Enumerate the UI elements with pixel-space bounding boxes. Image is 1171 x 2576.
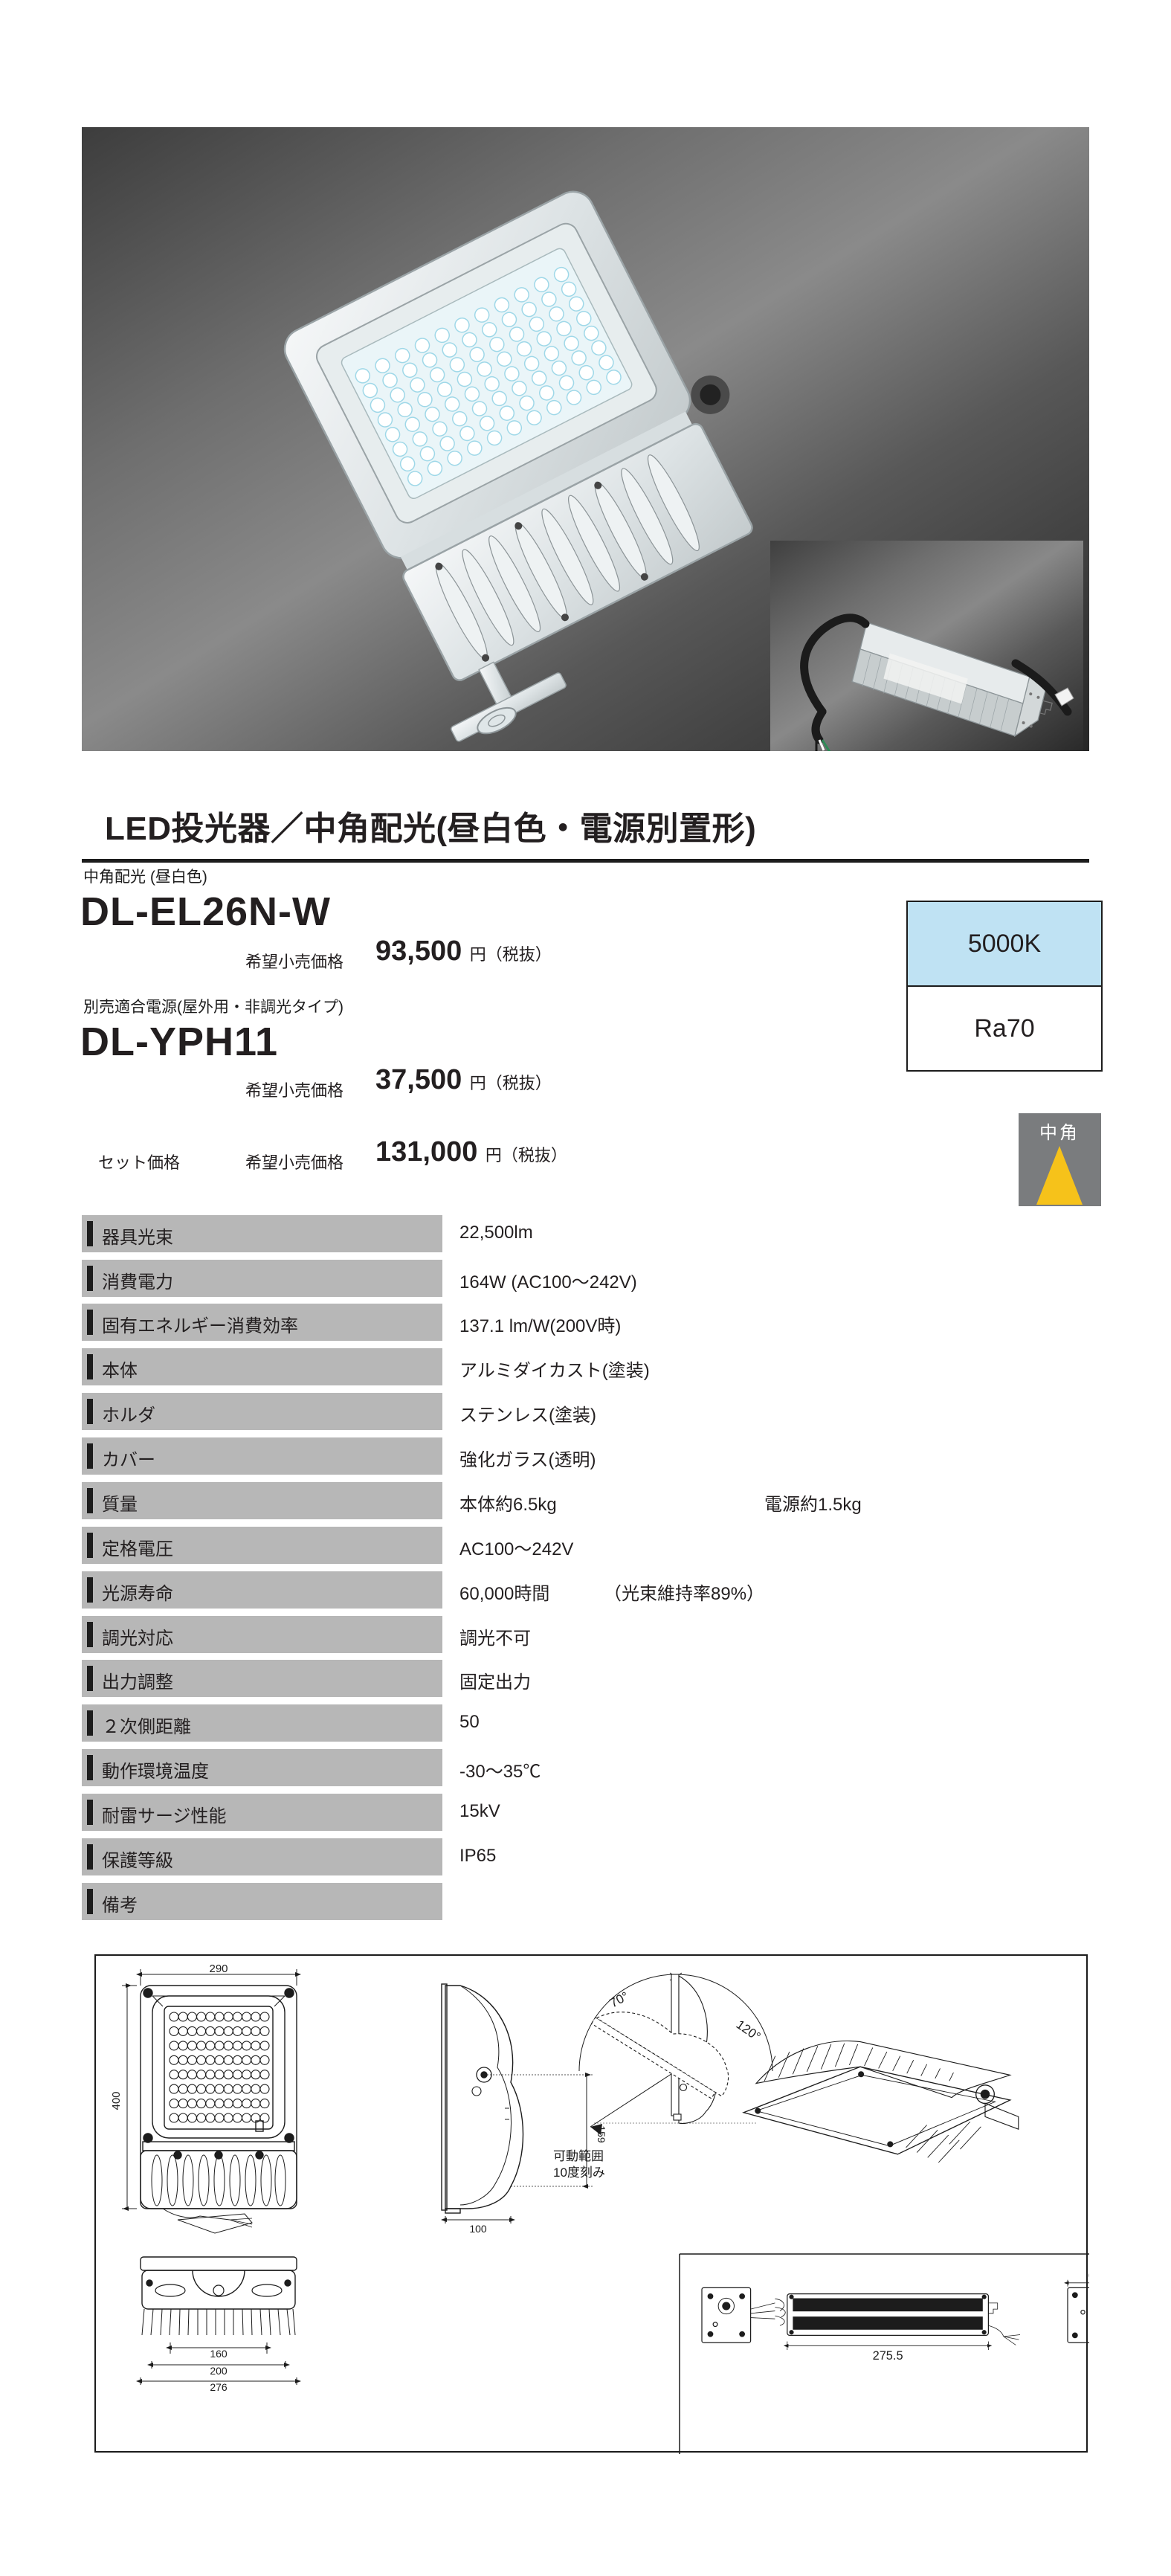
svg-text:70°: 70° (607, 1989, 631, 2011)
svg-text:200: 200 (210, 2365, 228, 2377)
svg-text:100: 100 (469, 2223, 487, 2235)
svg-text:276: 276 (210, 2381, 228, 2393)
svg-text:中角: 中角 (1039, 1123, 1080, 1143)
svg-text:400: 400 (110, 2091, 123, 2110)
svg-text:62: 62 (1088, 2270, 1089, 2283)
svg-text:可動範囲: 可動範囲 (553, 2149, 604, 2163)
svg-text:290: 290 (209, 1962, 228, 1975)
svg-text:160: 160 (210, 2348, 228, 2360)
svg-text:275.5: 275.5 (873, 2349, 903, 2363)
svg-text:10度刻み: 10度刻み (553, 2166, 605, 2180)
